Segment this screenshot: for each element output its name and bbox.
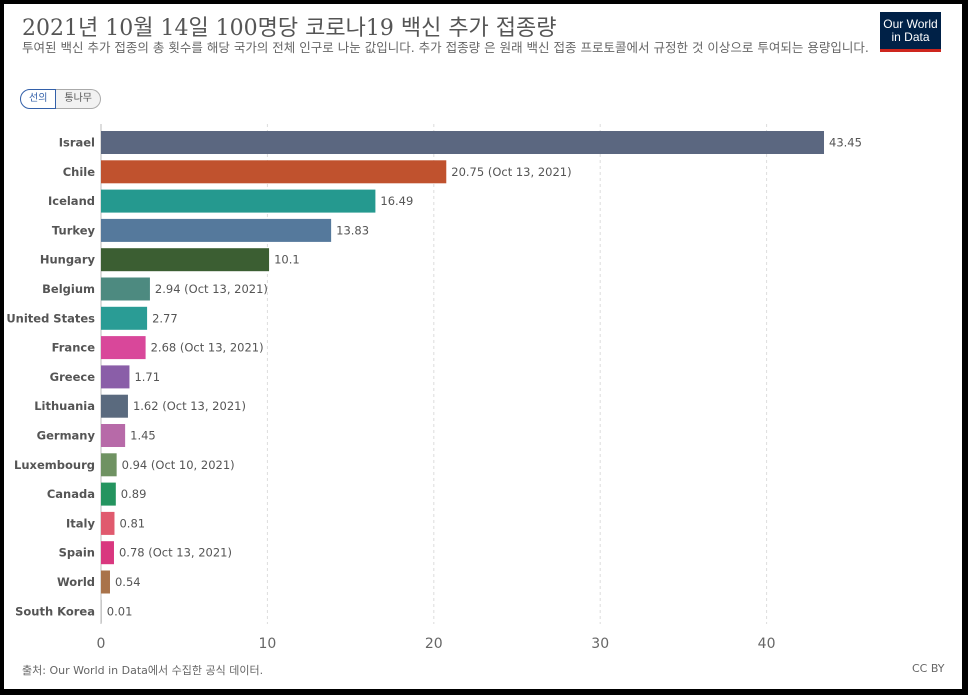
value-label: 13.83	[336, 223, 369, 237]
category-label: Greece	[50, 370, 96, 384]
bar	[101, 336, 146, 360]
chart-frame	[4, 4, 962, 689]
scale-toggle: 선의 통나무	[20, 89, 102, 109]
category-label: Belgium	[42, 282, 95, 296]
bar	[101, 570, 110, 594]
bar	[101, 248, 270, 272]
category-label: Chile	[63, 165, 96, 179]
value-label: 1.71	[134, 370, 160, 384]
value-label: 0.78 (Oct 13, 2021)	[119, 546, 232, 560]
category-label: World	[57, 575, 95, 589]
log-scale-button[interactable]: 통나무	[56, 89, 102, 109]
x-tick-label: 40	[758, 636, 776, 652]
bar	[101, 131, 825, 154]
bar	[101, 306, 148, 330]
linear-scale-button[interactable]: 선의	[20, 89, 57, 109]
value-label: 2.68 (Oct 13, 2021)	[151, 341, 264, 355]
owid-logo[interactable]: Our World in Data	[880, 12, 941, 52]
value-label: 10.1	[274, 253, 300, 267]
category-label: France	[52, 341, 96, 355]
bar	[101, 482, 116, 506]
bar	[101, 541, 114, 565]
value-label: 0.54	[115, 575, 141, 589]
chart-subtitle: 투여된 백신 추가 접종의 총 횟수를 해당 국가의 전체 인구로 나눈 값입니…	[22, 40, 869, 55]
category-label: Turkey	[52, 223, 96, 237]
value-label: 0.89	[121, 487, 147, 501]
x-tick-label: 20	[425, 636, 443, 652]
bar	[101, 453, 117, 477]
value-label: 0.81	[119, 516, 145, 530]
x-tick-label: 0	[97, 636, 106, 652]
value-label: 2.94 (Oct 13, 2021)	[155, 282, 268, 296]
bar	[101, 599, 102, 623]
category-label: Hungary	[40, 253, 96, 267]
bar	[101, 277, 150, 301]
logo-line-2: in Data	[891, 30, 930, 44]
bar	[101, 160, 447, 184]
bar	[101, 365, 130, 389]
category-label: Lithuania	[34, 399, 95, 413]
bar	[101, 511, 115, 535]
x-tick-label: 30	[591, 636, 609, 652]
value-label: 20.75 (Oct 13, 2021)	[451, 165, 571, 179]
value-label: 16.49	[380, 194, 413, 208]
category-label: Israel	[59, 136, 95, 150]
value-label: 43.45	[829, 136, 862, 150]
logo-line-1: Our World	[883, 17, 938, 31]
category-label: Italy	[66, 516, 95, 530]
category-label: Canada	[47, 487, 95, 501]
bar	[101, 218, 332, 242]
value-label: 1.45	[130, 429, 156, 443]
category-label: United States	[6, 311, 95, 325]
value-label: 1.62 (Oct 13, 2021)	[133, 399, 246, 413]
category-label: Germany	[37, 429, 96, 443]
category-label: Luxembourg	[14, 458, 95, 472]
bar	[101, 189, 376, 213]
value-label: 2.77	[152, 311, 178, 325]
license-link[interactable]: CC BY	[912, 662, 945, 675]
category-label: Iceland	[48, 194, 95, 208]
source-note[interactable]: 출처: Our World in Data에서 수집한 공식 데이터.	[22, 664, 264, 677]
value-label: 0.01	[107, 604, 133, 618]
bar	[101, 394, 128, 418]
x-tick-label: 10	[258, 636, 276, 652]
value-label: 0.94 (Oct 10, 2021)	[122, 458, 235, 472]
bar	[101, 424, 126, 447]
category-label: South Korea	[15, 604, 95, 618]
category-label: Spain	[59, 546, 95, 560]
chart-title: 2021년 10월 14일 100명당 코로나19 백신 추가 접종량	[22, 16, 557, 41]
